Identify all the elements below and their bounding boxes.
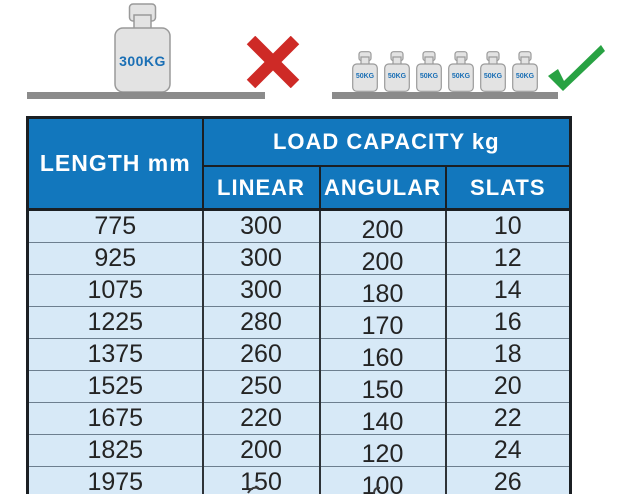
table-row: 1225 280 170 16 xyxy=(26,306,572,340)
table-row: 1375 260 160 18 xyxy=(26,338,572,372)
cell-slats: 16 xyxy=(444,306,572,339)
cell-linear: 300 xyxy=(201,274,321,307)
cell-length: 1375 xyxy=(26,338,204,371)
header-load-capacity: LOAD CAPACITY kg xyxy=(201,116,572,167)
cell-linear: 250 xyxy=(201,370,321,403)
small-weight-label: 50KG xyxy=(355,73,375,80)
weight-icon xyxy=(114,3,171,93)
table-row: 1075 300 180 14 xyxy=(26,274,572,308)
table-row: 775 300 200 10 xyxy=(26,208,572,244)
cell-angular: 160 xyxy=(318,338,447,372)
cell-linear: 300 xyxy=(201,208,321,243)
cell-angular: 180 xyxy=(318,274,447,308)
table-row: 925 300 200 12 xyxy=(26,242,572,276)
green-check-icon xyxy=(546,44,606,97)
header-angular: ANGULAR xyxy=(318,165,447,211)
cell-linear: 260 xyxy=(201,338,321,371)
cell-length: 775 xyxy=(26,208,204,243)
cell-angular: 100 xyxy=(318,466,447,494)
small-weight-50kg: 50KG xyxy=(416,51,442,92)
cell-slats: 14 xyxy=(444,274,572,307)
small-weight-50kg: 50KG xyxy=(480,51,506,92)
cell-length: 1225 xyxy=(26,306,204,339)
cell-length: 1825 xyxy=(26,434,204,467)
header-linear: LINEAR xyxy=(201,165,321,211)
small-weight-50kg: 50KG xyxy=(448,51,474,92)
cell-linear: 150 xyxy=(201,466,321,494)
cell-slats: 22 xyxy=(444,402,572,435)
small-weight-label: 50KG xyxy=(419,73,439,80)
cell-linear: 280 xyxy=(201,306,321,339)
small-weight-label: 50KG xyxy=(515,73,535,80)
big-weight-label: 300KG xyxy=(119,53,166,69)
header-slats: SLATS xyxy=(444,165,572,211)
load-capacity-table: LENGTH mm LOAD CAPACITY kg LINEAR ANGULA… xyxy=(26,116,573,494)
cell-slats: 18 xyxy=(444,338,572,371)
cell-angular: 120 xyxy=(318,434,447,468)
cell-angular: 200 xyxy=(318,242,447,276)
cell-length: 1075 xyxy=(26,274,204,307)
header-length: LENGTH mm xyxy=(26,116,204,211)
small-weight-50kg: 50KG xyxy=(352,51,378,92)
cell-length: 1675 xyxy=(26,402,204,435)
table-row: 1675 220 140 22 xyxy=(26,402,572,436)
cutoff-text-fragment xyxy=(247,486,261,494)
cell-linear: 300 xyxy=(201,242,321,275)
cell-length: 1975 xyxy=(26,466,204,494)
big-weight-300kg: 300KG xyxy=(114,3,171,93)
small-weight-50kg: 50KG xyxy=(512,51,538,92)
cell-angular: 150 xyxy=(318,370,447,404)
cell-length: 925 xyxy=(26,242,204,275)
table-row: 1525 250 150 20 xyxy=(26,370,572,404)
cell-slats: 12 xyxy=(444,242,572,275)
cell-angular: 170 xyxy=(318,306,447,340)
shelf-right xyxy=(332,92,558,99)
cell-slats: 20 xyxy=(444,370,572,403)
small-weight-label: 50KG xyxy=(483,73,503,80)
cell-linear: 200 xyxy=(201,434,321,467)
cell-angular: 140 xyxy=(318,402,447,436)
shelf-left xyxy=(27,92,265,99)
table-row: 1825 200 120 24 xyxy=(26,434,572,468)
red-cross-icon xyxy=(245,35,301,93)
small-weight-label: 50KG xyxy=(387,73,407,80)
small-weight-label: 50KG xyxy=(451,73,471,80)
small-weight-50kg: 50KG xyxy=(384,51,410,92)
cell-length: 1525 xyxy=(26,370,204,403)
cell-slats: 24 xyxy=(444,434,572,467)
table-row: 1975 150 100 26 xyxy=(26,466,572,494)
cell-linear: 220 xyxy=(201,402,321,435)
cell-slats: 10 xyxy=(444,208,572,243)
cell-angular: 200 xyxy=(318,208,447,244)
cutoff-text-fragment xyxy=(371,486,383,494)
cell-slats: 26 xyxy=(444,466,572,494)
